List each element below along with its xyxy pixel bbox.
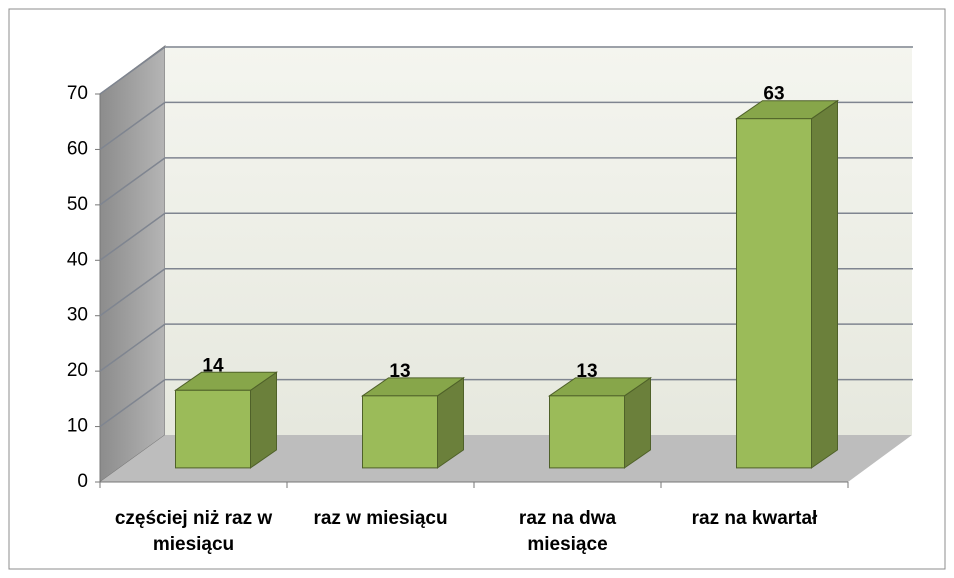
bar-side: [811, 99, 838, 469]
x-tick-label: raz na dwa miesiące: [518, 508, 617, 555]
x-tick-label: częściej niż raz w miesiącu: [114, 508, 273, 555]
grid-line: [99, 101, 913, 151]
data-label: 14: [202, 355, 224, 376]
data-label: 13: [576, 361, 597, 382]
y-tick-label: 40: [67, 249, 88, 270]
data-label: 13: [389, 361, 410, 382]
bar: [175, 389, 251, 469]
x-tick-label: raz na kwartał: [691, 508, 818, 529]
y-tick-label: 0: [77, 471, 88, 492]
y-tick-label: 70: [67, 83, 88, 104]
grid-line: [99, 46, 913, 95]
side-wall: [99, 45, 166, 483]
grid-line: [99, 323, 913, 372]
floor: [100, 435, 912, 482]
data-label: 63: [763, 84, 784, 105]
grid-line: [99, 267, 913, 317]
y-tick-label: 10: [67, 416, 88, 437]
y-tick-label: 60: [67, 138, 88, 159]
bar: [736, 118, 812, 469]
y-tick-label: 50: [67, 194, 88, 215]
bar: [549, 395, 625, 469]
x-tick-label: raz w miesiącu: [313, 508, 448, 529]
y-tick-label: 30: [67, 305, 88, 326]
grid-line: [99, 157, 913, 206]
grid-line: [99, 212, 913, 261]
y-tick-label: 20: [67, 360, 88, 381]
bar: [362, 395, 438, 469]
grid-line: [99, 378, 913, 428]
